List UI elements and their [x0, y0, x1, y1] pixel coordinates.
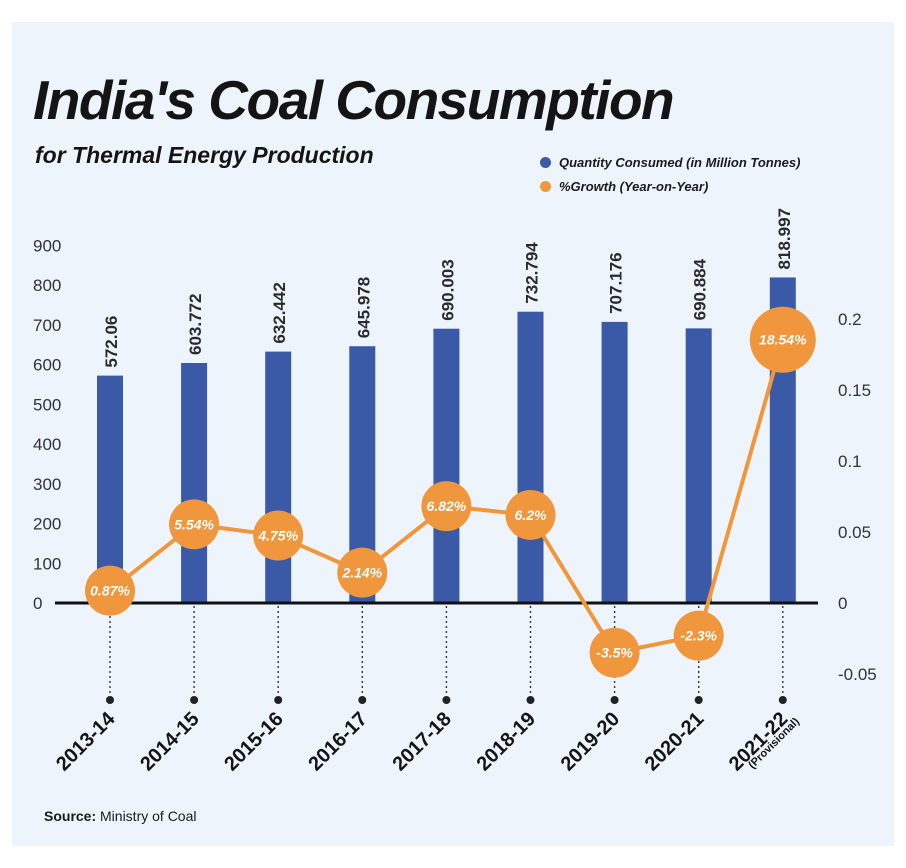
bar-value-label: 645.978	[354, 277, 373, 338]
growth-marker	[505, 489, 556, 540]
chart-subtitle: for Thermal Energy Production	[35, 142, 374, 168]
y-left-tick-label: 500	[33, 395, 61, 414]
x-category-label: 2016-17	[304, 708, 371, 775]
y-right-tick-label: 0.15	[838, 381, 871, 400]
x-category-label: 2018-19	[473, 708, 540, 775]
y-right-tick-label: 0.05	[838, 523, 871, 542]
y-left-tick-label: 400	[33, 435, 61, 454]
legend-label-growth: %Growth (Year-on-Year)	[559, 178, 709, 194]
chart-title: India's Coal Consumption	[33, 69, 675, 131]
legend-item-growth: %Growth (Year-on-Year)	[540, 174, 800, 198]
growth-value-label: 4.75%	[257, 528, 298, 544]
source-value: Ministry of Coal	[100, 808, 197, 824]
bar-value-label: 732.794	[523, 242, 542, 304]
y-left-tick-label: 200	[33, 515, 61, 534]
category-dot	[442, 696, 451, 704]
category-dot	[274, 696, 283, 704]
category-dot	[190, 696, 199, 704]
x-category-label: 2014-15	[136, 708, 203, 775]
y-left-tick-label: 800	[33, 276, 61, 295]
growth-value-label: 6.82%	[427, 498, 467, 514]
bar-value-label: 818.997	[775, 208, 794, 269]
growth-value-label: -3.5%	[596, 645, 633, 661]
bar-value-label: 632.442	[270, 282, 289, 343]
source-label: Source:	[44, 808, 97, 824]
y-left-tick-label: 100	[33, 554, 61, 573]
y-right-tick-label: 0.2	[838, 310, 862, 329]
bar-value-label: 603.772	[186, 294, 205, 355]
x-category-label: 2015-16	[220, 708, 287, 775]
growth-marker	[85, 565, 135, 616]
growth-marker	[337, 547, 388, 598]
bar-value-label: 707.176	[607, 252, 626, 313]
bar	[685, 328, 712, 603]
bar-value-label: 690.003	[438, 259, 457, 320]
x-category-label: 2019-20	[557, 708, 624, 775]
growth-marker	[589, 627, 640, 678]
y-right-tick-label: 0	[838, 594, 847, 613]
category-dot	[358, 696, 367, 704]
growth-marker	[673, 610, 724, 661]
category-dot	[778, 696, 787, 704]
y-left-tick-label: 0	[33, 594, 42, 613]
x-category-label: 2013-14	[52, 707, 120, 775]
growth-marker	[253, 510, 304, 561]
bar	[181, 363, 208, 603]
category-dot	[526, 696, 535, 704]
y-right-tick-label: -0.05	[838, 665, 877, 684]
growth-marker	[421, 481, 472, 532]
source-note: Source: Ministry of Coal	[44, 808, 196, 824]
category-dot	[694, 696, 703, 704]
category-dot	[106, 696, 114, 704]
growth-value-label: 5.54%	[174, 516, 214, 532]
bar	[517, 311, 544, 603]
bar	[265, 351, 292, 603]
bar	[601, 321, 628, 603]
growth-value-label: 2.14%	[341, 565, 382, 581]
category-dot	[610, 696, 619, 704]
x-category-label: 2020-21	[641, 708, 708, 775]
growth-value-label: 18.54%	[759, 332, 807, 348]
bar-value-label: 572.06	[102, 316, 121, 368]
growth-value-label: 6.2%	[515, 507, 547, 523]
legend-item-quantity: Quantity Consumed (in Million Tonnes)	[540, 150, 800, 174]
legend-swatch-growth	[540, 180, 551, 192]
y-left-tick-label: 900	[33, 236, 61, 255]
legend-label-quantity: Quantity Consumed (in Million Tonnes)	[559, 154, 801, 170]
growth-value-label: -2.3%	[680, 628, 717, 644]
y-left-tick-label: 300	[33, 475, 61, 494]
growth-marker	[749, 306, 816, 373]
y-left-tick-label: 600	[33, 356, 61, 375]
growth-marker	[169, 499, 220, 550]
bar	[433, 328, 460, 603]
x-category-label: 2017-18	[388, 708, 455, 775]
bar-value-label: 690.884	[691, 258, 710, 320]
legend-swatch-quantity	[540, 156, 551, 168]
legend: Quantity Consumed (in Million Tonnes) %G…	[540, 150, 800, 198]
growth-value-label: 0.87%	[90, 583, 130, 599]
y-left-tick-label: 700	[33, 316, 61, 335]
bar	[97, 375, 123, 603]
y-right-tick-label: 0.1	[838, 452, 862, 471]
